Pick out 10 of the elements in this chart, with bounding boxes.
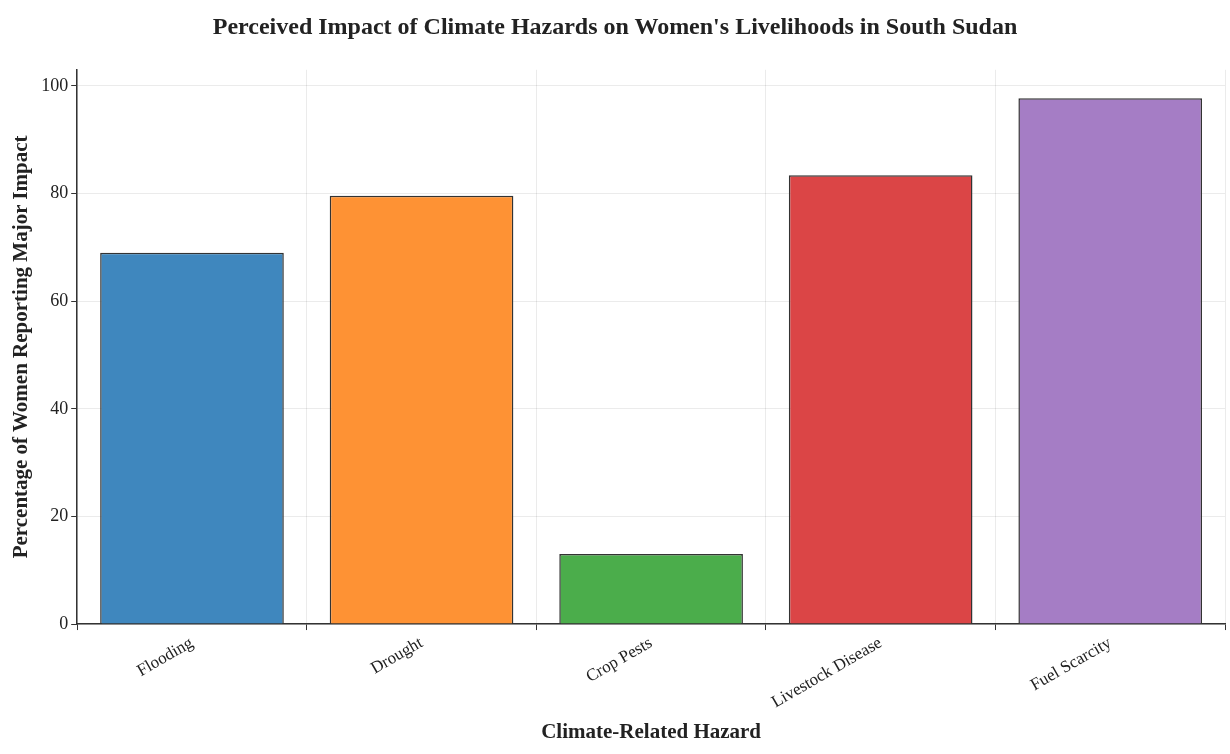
x-tick-label: Crop Pests	[582, 632, 656, 686]
x-axis-title: Climate-Related Hazard	[541, 718, 762, 743]
chart-title: Perceived Impact of Climate Hazards on Women's Livelihoods in South Sudan	[212, 12, 1018, 39]
y-tick-label: 80	[50, 182, 69, 203]
y-tick-label: 20	[50, 505, 69, 526]
y-axis-title: Percentage of Women Reporting Major Impact	[8, 135, 33, 559]
y-tick-label: 60	[50, 289, 69, 310]
y-tick-label: 0	[59, 612, 69, 633]
y-tick-label: 100	[41, 74, 69, 95]
y-tick-label: 40	[50, 397, 69, 418]
